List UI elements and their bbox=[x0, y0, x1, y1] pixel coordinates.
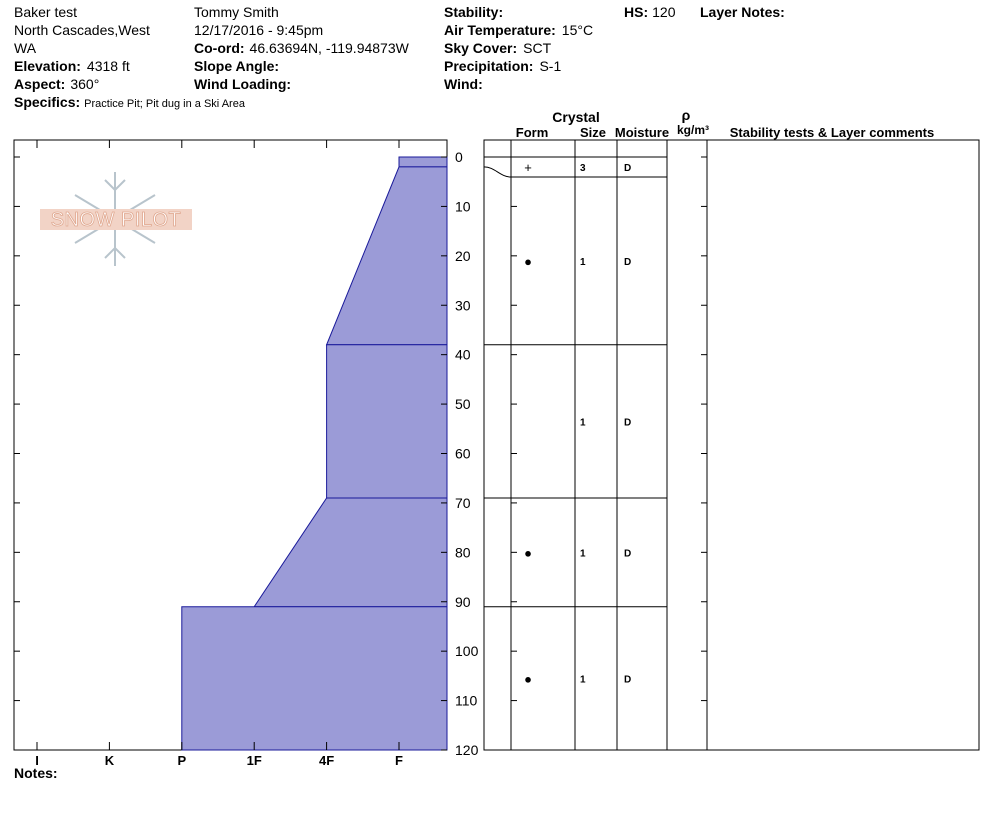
table-columns bbox=[510, 140, 708, 750]
column-header: ρ bbox=[682, 107, 691, 123]
grain-form: ● bbox=[524, 254, 532, 269]
depth-tick-label: 100 bbox=[455, 643, 479, 659]
grain-size: 3 bbox=[580, 163, 586, 174]
hardness-tick-label: F bbox=[395, 753, 403, 768]
label: Precipitation: bbox=[444, 58, 533, 74]
moisture: D bbox=[624, 548, 631, 559]
value: 360° bbox=[70, 76, 99, 92]
depth-tick-label: 50 bbox=[455, 396, 471, 412]
depth-tick-label: 20 bbox=[455, 248, 471, 264]
label: Specifics: bbox=[14, 94, 80, 110]
moisture: D bbox=[624, 163, 631, 174]
value: 46.63694N, -119.94873W bbox=[250, 40, 410, 56]
depth-tick-label: 120 bbox=[455, 742, 479, 758]
row-connector bbox=[483, 166, 512, 178]
hs: HS: 120 bbox=[624, 4, 676, 20]
layer-notes: Layer Notes: bbox=[700, 4, 785, 20]
value: S-1 bbox=[539, 58, 561, 74]
column-header: Moisture bbox=[615, 125, 669, 140]
column-header: Form bbox=[516, 125, 549, 140]
label: Aspect: bbox=[14, 76, 65, 92]
depth-tick-label: 90 bbox=[455, 594, 471, 610]
depth-tick-label: 60 bbox=[455, 446, 471, 462]
value: 15°C bbox=[562, 22, 593, 38]
notes: Notes: bbox=[14, 765, 58, 781]
grain-size: 1 bbox=[580, 417, 586, 428]
hardness-layer bbox=[326, 344, 448, 499]
site: Baker test bbox=[14, 4, 77, 20]
slope-angle: Slope Angle: bbox=[194, 58, 279, 74]
sky-cover: Sky Cover: SCT bbox=[444, 40, 552, 56]
moisture: D bbox=[624, 674, 631, 685]
grain-form: ● bbox=[524, 671, 532, 686]
moisture: D bbox=[624, 417, 631, 428]
air-temperature: Air Temperature: 15°C bbox=[444, 22, 593, 38]
depth-tick-label: 40 bbox=[455, 347, 471, 363]
region: North Cascades,West bbox=[14, 22, 150, 38]
label: HS: bbox=[624, 4, 648, 20]
region: WA bbox=[14, 40, 37, 56]
table-frame bbox=[483, 139, 980, 751]
value: 4318 ft bbox=[87, 58, 130, 74]
depth-tick-label: 10 bbox=[455, 198, 471, 214]
grain-form: ● bbox=[524, 545, 532, 560]
label: Sky Cover: bbox=[444, 40, 517, 56]
label: Air Temperature: bbox=[444, 22, 556, 38]
datetime: 12/17/2016 - 9:45pm bbox=[194, 22, 323, 38]
column-header: Size bbox=[580, 125, 606, 140]
hardness-tick-label: 4F bbox=[319, 753, 334, 768]
hardness-tick-label: P bbox=[177, 753, 186, 768]
hardness-layer bbox=[181, 606, 448, 751]
grain-size: 1 bbox=[580, 674, 586, 685]
moisture: D bbox=[624, 257, 631, 268]
hardness-layer bbox=[253, 497, 448, 608]
depth-tick-label: 110 bbox=[455, 693, 478, 709]
column-header: kg/m³ bbox=[677, 123, 709, 137]
grain-form: + bbox=[524, 160, 532, 175]
value: Practice Pit; Pit dug in a Ski Area bbox=[84, 98, 246, 110]
hardness-tick-label: K bbox=[105, 753, 115, 768]
hardness-layer bbox=[325, 166, 448, 346]
grain-size: 1 bbox=[580, 548, 586, 559]
depth-tick-label: 80 bbox=[455, 544, 471, 560]
stability: Stability: bbox=[444, 4, 503, 20]
depth-tick-label: 0 bbox=[455, 149, 463, 165]
grain-size: 1 bbox=[580, 257, 586, 268]
coord: Co-ord: 46.63694N, -119.94873W bbox=[194, 40, 410, 56]
wind-loading: Wind Loading: bbox=[194, 76, 291, 92]
precipitation: Precipitation: S-1 bbox=[444, 58, 561, 74]
label: Co-ord: bbox=[194, 40, 245, 56]
value: SCT bbox=[523, 40, 551, 56]
observer: Tommy Smith bbox=[194, 4, 279, 20]
specifics: Specifics: Practice Pit; Pit dug in a Ski… bbox=[14, 94, 246, 110]
value: 120 bbox=[652, 4, 676, 20]
column-header: Stability tests & Layer comments bbox=[730, 125, 934, 140]
hardness-tick-label: 1F bbox=[247, 753, 262, 768]
hardness-tick-label: I bbox=[35, 753, 39, 768]
depth-tick-label: 30 bbox=[455, 297, 471, 313]
depth-tick-label: 70 bbox=[455, 495, 471, 511]
hardness-layer bbox=[398, 156, 448, 168]
column-header: Crystal bbox=[552, 109, 599, 125]
wind: Wind: bbox=[444, 76, 483, 92]
logo-band bbox=[40, 209, 192, 230]
logo-text: SNOW PILOT bbox=[51, 209, 182, 231]
aspect: Aspect: 360° bbox=[14, 76, 99, 92]
elevation: Elevation: 4318 ft bbox=[14, 58, 130, 74]
label: Elevation: bbox=[14, 58, 81, 74]
